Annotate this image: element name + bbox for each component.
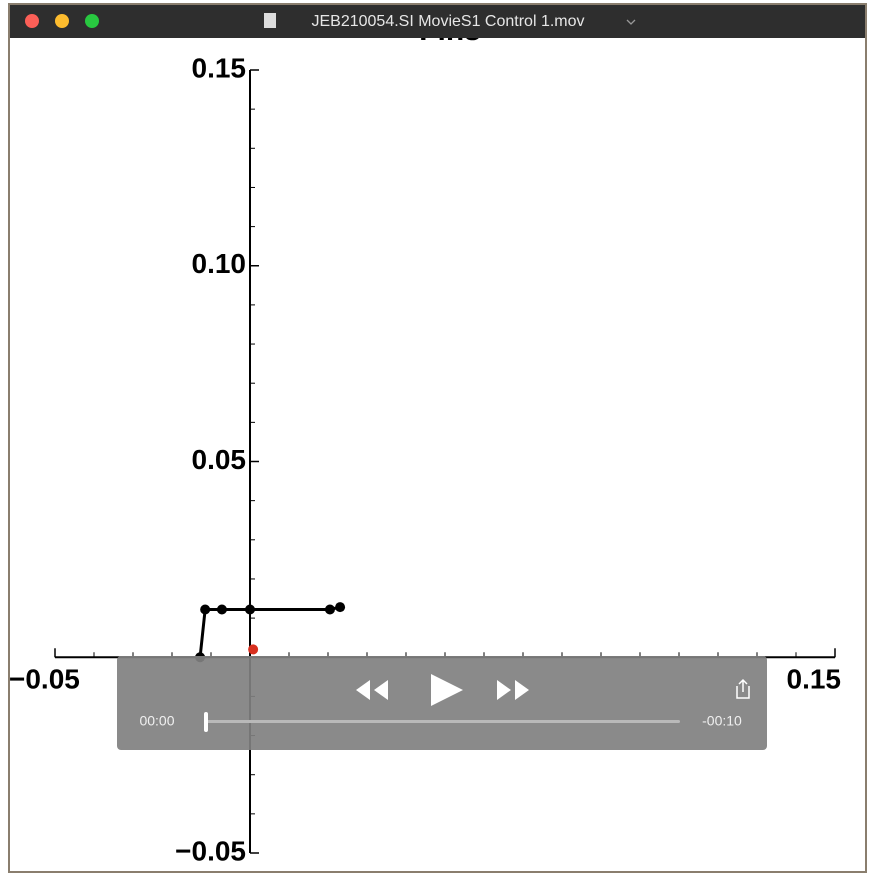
progress-track[interactable] [207, 720, 680, 723]
rewind-button[interactable] [356, 680, 388, 700]
remaining-time: -00:10 [702, 713, 742, 729]
zoom-button[interactable] [85, 14, 99, 28]
controls-panel [117, 656, 767, 750]
data-point [200, 604, 211, 615]
elapsed-time: 00:00 [139, 713, 174, 729]
minimize-button[interactable] [55, 14, 69, 28]
x-tick-label: 0.15 [787, 664, 842, 695]
data-point [335, 602, 346, 613]
data-point [324, 604, 335, 615]
file-icon [264, 13, 276, 28]
close-button[interactable] [25, 14, 39, 28]
window-title: JEB210054.SI MovieS1 Control 1.mov [311, 13, 584, 30]
title-bar: JEB210054.SI MovieS1 Control 1.mov [10, 5, 865, 38]
y-tick-label: 0.05 [192, 444, 247, 475]
title-chevron[interactable] [626, 19, 636, 25]
y-tick-label: −0.05 [175, 835, 246, 866]
player-controls: 00:00 -00:10 [117, 656, 767, 750]
share-button[interactable] [736, 678, 750, 699]
data-point [216, 604, 227, 615]
play-button[interactable] [431, 674, 463, 706]
y-tick-label: 0.10 [192, 248, 247, 279]
data-point [245, 604, 255, 615]
y-tick-label: 0.15 [192, 52, 247, 83]
progress-handle[interactable] [204, 712, 208, 732]
x-tick-label: −0.05 [9, 664, 80, 695]
forward-button[interactable] [497, 680, 529, 700]
title-bar-bg [10, 5, 865, 38]
data-point [248, 644, 259, 655]
